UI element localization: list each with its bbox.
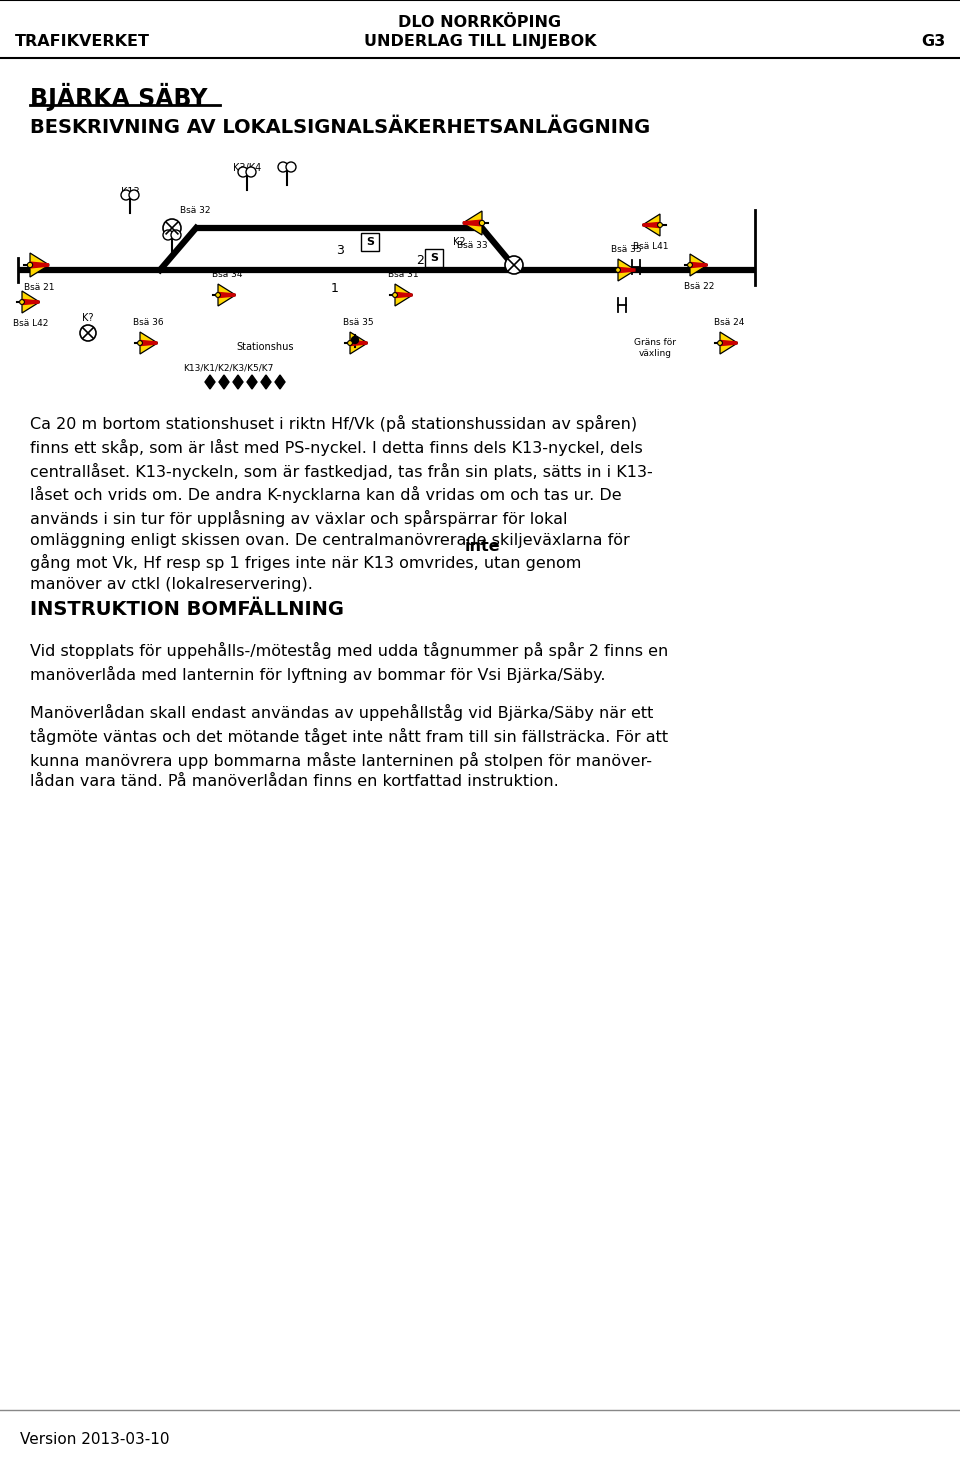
Bar (425, 249, 443, 267)
Text: Vid stopplats för uppehålls-/möteståg med udda tågnummer på spår 2 finns en
manö: Vid stopplats för uppehålls-/möteståg me… (30, 642, 668, 682)
Circle shape (286, 162, 296, 172)
Polygon shape (205, 375, 215, 389)
Text: Bsä 36: Bsä 36 (133, 318, 164, 327)
Text: K1: K1 (166, 227, 179, 238)
Circle shape (479, 220, 485, 226)
Text: K?: K? (83, 313, 94, 324)
Polygon shape (233, 375, 243, 389)
Circle shape (348, 341, 352, 346)
Text: Bsä 21: Bsä 21 (24, 283, 55, 292)
Text: K4: K4 (280, 163, 293, 174)
Text: INSTRUKTION BOMFÄLLNING: INSTRUKTION BOMFÄLLNING (30, 601, 344, 620)
Polygon shape (395, 292, 413, 299)
Text: G3: G3 (921, 34, 945, 50)
Circle shape (163, 219, 181, 238)
Text: K13: K13 (121, 187, 139, 197)
Polygon shape (463, 211, 482, 235)
Circle shape (129, 190, 139, 200)
Circle shape (137, 341, 142, 346)
Text: DLO NORRKÖPING: DLO NORRKÖPING (398, 15, 562, 31)
Text: Bsä 35: Bsä 35 (612, 245, 642, 254)
Polygon shape (618, 260, 636, 281)
Text: Bsä 35: Bsä 35 (344, 318, 374, 327)
Polygon shape (218, 284, 235, 306)
Text: Bsä L42: Bsä L42 (13, 318, 49, 328)
Circle shape (658, 223, 662, 227)
Polygon shape (140, 340, 157, 347)
Text: K2: K2 (453, 238, 466, 246)
Text: Bsä 31: Bsä 31 (389, 270, 420, 278)
Polygon shape (618, 267, 636, 273)
Text: Ca 20 m bortom stationshuset i riktn Hf/Vk (på stationshussidan av spåren)
finns: Ca 20 m bortom stationshuset i riktn Hf/… (30, 416, 653, 592)
Circle shape (393, 293, 397, 297)
Text: Gräns för
växling: Gräns för växling (634, 338, 676, 359)
Text: BESKRIVNING AV LOKALSIGNALSÄKERHETSANLÄGGNING: BESKRIVNING AV LOKALSIGNALSÄKERHETSANLÄG… (30, 118, 650, 137)
Polygon shape (30, 254, 49, 277)
Polygon shape (218, 292, 235, 299)
Circle shape (615, 268, 620, 273)
Text: 2: 2 (416, 254, 424, 267)
Circle shape (171, 230, 181, 241)
Text: 3: 3 (336, 243, 344, 257)
Circle shape (19, 299, 24, 305)
Circle shape (351, 337, 358, 344)
Text: Bsä 22: Bsä 22 (684, 281, 714, 290)
Text: Manöverlådan skall endast användas av uppehållståg vid Bjärka/Säby när ett
tågmö: Manöverlådan skall endast användas av up… (30, 704, 668, 789)
Text: 1: 1 (331, 281, 339, 295)
Polygon shape (720, 332, 737, 354)
Circle shape (278, 162, 288, 172)
Circle shape (238, 168, 248, 176)
Polygon shape (22, 292, 39, 313)
Polygon shape (22, 299, 39, 305)
Circle shape (717, 341, 723, 346)
Polygon shape (350, 332, 368, 354)
Circle shape (80, 325, 96, 341)
Polygon shape (463, 219, 482, 226)
Text: Stationshus: Stationshus (236, 343, 294, 351)
Polygon shape (350, 340, 368, 347)
Text: Version 2013-03-10: Version 2013-03-10 (20, 1432, 170, 1446)
Polygon shape (395, 284, 413, 306)
Polygon shape (720, 340, 737, 347)
Circle shape (163, 230, 173, 241)
Polygon shape (247, 375, 257, 389)
Text: UNDERLAG TILL LINJEBOK: UNDERLAG TILL LINJEBOK (364, 34, 596, 50)
Text: S: S (366, 238, 374, 246)
Circle shape (216, 293, 221, 297)
Text: S: S (430, 254, 438, 262)
Text: Bsä 34: Bsä 34 (211, 270, 242, 278)
Text: TRAFIKVERKET: TRAFIKVERKET (15, 34, 150, 50)
Polygon shape (690, 254, 708, 276)
Circle shape (505, 257, 523, 274)
Polygon shape (642, 214, 660, 236)
Text: Bsä 24: Bsä 24 (713, 318, 744, 327)
Text: Bsä 32: Bsä 32 (180, 206, 210, 214)
Text: inte: inte (465, 539, 500, 554)
Circle shape (687, 262, 692, 267)
Text: BJÄRKA SÄBY: BJÄRKA SÄBY (30, 83, 207, 111)
Circle shape (27, 262, 33, 268)
Circle shape (121, 190, 131, 200)
Text: Bsä 33: Bsä 33 (457, 241, 488, 249)
Polygon shape (219, 375, 229, 389)
Polygon shape (275, 375, 285, 389)
Polygon shape (261, 375, 271, 389)
Bar (361, 233, 379, 251)
Polygon shape (642, 222, 660, 229)
Polygon shape (690, 261, 708, 268)
Text: K13/K1/K2/K3/K5/K7: K13/K1/K2/K3/K5/K7 (182, 363, 274, 372)
Polygon shape (30, 261, 49, 268)
Circle shape (246, 168, 256, 176)
Text: K3/K4: K3/K4 (233, 163, 261, 174)
Text: Bsä L41: Bsä L41 (634, 242, 669, 251)
Polygon shape (140, 332, 157, 354)
